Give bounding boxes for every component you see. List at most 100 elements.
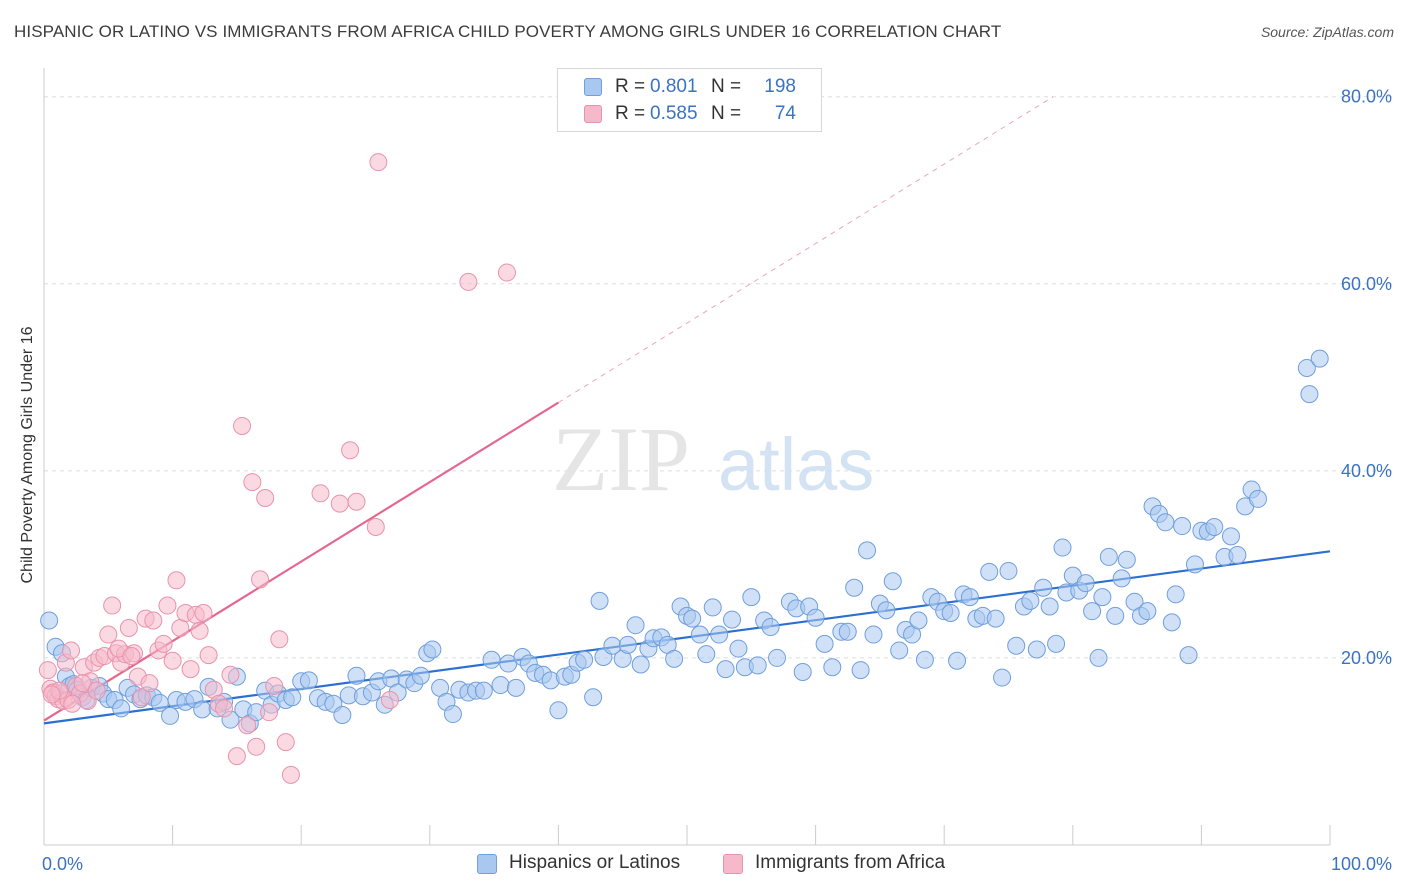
data-point xyxy=(909,611,928,630)
data-point xyxy=(590,591,609,610)
data-point xyxy=(716,660,735,679)
data-point xyxy=(960,588,979,607)
data-point xyxy=(158,596,177,615)
data-point xyxy=(1007,636,1026,655)
data-point xyxy=(238,716,257,735)
data-point xyxy=(411,666,430,685)
r-label: R = xyxy=(615,103,646,124)
watermark-atlas: atlas xyxy=(718,423,874,506)
data-point xyxy=(221,665,240,684)
data-point xyxy=(103,596,122,615)
data-point xyxy=(665,649,684,668)
n-label: N = xyxy=(711,76,742,97)
data-point xyxy=(1166,585,1185,604)
data-point xyxy=(73,674,92,693)
chart-title: HISPANIC OR LATINO VS IMMIGRANTS FROM AF… xyxy=(14,22,1002,41)
r-value: 0.801 xyxy=(650,76,698,97)
data-point xyxy=(243,473,262,492)
data-point xyxy=(1138,602,1157,621)
data-point xyxy=(215,699,234,718)
legend-row-hispanics: R = 0.801 N = 198 xyxy=(558,74,821,100)
data-point xyxy=(761,618,780,637)
data-point xyxy=(260,703,279,722)
data-point xyxy=(806,608,825,627)
source-label: Source: ZipAtlas.com xyxy=(1260,24,1394,40)
data-point xyxy=(506,678,525,697)
data-point xyxy=(877,601,896,620)
data-point xyxy=(251,570,270,589)
data-point xyxy=(1034,578,1053,597)
data-point xyxy=(618,635,637,654)
data-point xyxy=(330,494,349,513)
data-point xyxy=(122,647,141,666)
data-point xyxy=(575,650,594,669)
data-point xyxy=(1156,513,1175,532)
data-point xyxy=(163,651,182,670)
data-point xyxy=(276,733,295,752)
data-point xyxy=(247,737,266,756)
data-point xyxy=(723,610,742,629)
data-point xyxy=(233,416,252,435)
trend-line-africa-extension xyxy=(558,96,1054,403)
data-point xyxy=(993,668,1012,687)
data-point xyxy=(380,691,399,710)
data-point xyxy=(1089,648,1108,667)
data-point xyxy=(99,625,118,644)
data-point xyxy=(1300,385,1319,404)
y-axis-label: Child Poverty Among Girls Under 16 xyxy=(19,326,36,583)
data-point xyxy=(1093,588,1112,607)
data-point xyxy=(1047,634,1066,653)
x-tick-label: 0.0% xyxy=(42,854,83,874)
data-point xyxy=(549,701,568,720)
data-point xyxy=(890,641,909,660)
data-point xyxy=(194,604,213,623)
data-point xyxy=(864,625,883,644)
legend-label: Immigrants from Africa xyxy=(755,852,946,873)
data-point xyxy=(423,640,442,659)
data-point xyxy=(1027,640,1046,659)
data-point xyxy=(1185,555,1204,574)
data-point xyxy=(311,484,330,503)
data-point xyxy=(154,634,173,653)
data-point xyxy=(140,674,159,693)
data-point xyxy=(838,622,857,641)
r-value: 0.585 xyxy=(650,103,698,124)
data-point xyxy=(1297,358,1316,377)
data-point xyxy=(793,662,812,681)
data-point xyxy=(491,676,510,695)
series-africa-points xyxy=(38,153,516,784)
data-point xyxy=(161,706,180,725)
data-point xyxy=(1040,597,1059,616)
data-point xyxy=(697,645,716,664)
data-point xyxy=(38,661,57,680)
data-point xyxy=(87,681,106,700)
data-point xyxy=(42,685,61,704)
data-point xyxy=(1228,546,1247,565)
y-tick-label: 20.0% xyxy=(1341,648,1392,668)
data-point xyxy=(132,688,151,707)
data-point xyxy=(1099,547,1118,566)
tick-labels: 20.0% 40.0% 60.0% 80.0% 0.0% 100.0% xyxy=(42,87,1392,874)
correlation-legend: R = 0.801 N = 198 R = 0.585 N = 74 xyxy=(557,68,822,132)
n-value: 198 xyxy=(764,76,796,97)
data-point xyxy=(729,639,748,658)
y-tick-label: 80.0% xyxy=(1341,87,1392,107)
data-point xyxy=(683,609,702,628)
data-point xyxy=(144,611,163,630)
legend-swatch-pink xyxy=(584,105,602,123)
data-point xyxy=(1173,517,1192,536)
data-point xyxy=(858,541,877,560)
data-point xyxy=(710,625,729,644)
data-point xyxy=(474,681,493,700)
n-label: N = xyxy=(711,103,742,124)
data-point xyxy=(497,263,516,282)
data-point xyxy=(482,650,501,669)
n-value: 74 xyxy=(774,103,796,124)
data-point xyxy=(283,688,302,707)
data-point xyxy=(299,671,318,690)
y-tick-label: 40.0% xyxy=(1341,461,1392,481)
data-point xyxy=(1205,517,1224,536)
data-point xyxy=(631,655,650,674)
data-point xyxy=(369,153,388,172)
data-point xyxy=(193,700,212,719)
